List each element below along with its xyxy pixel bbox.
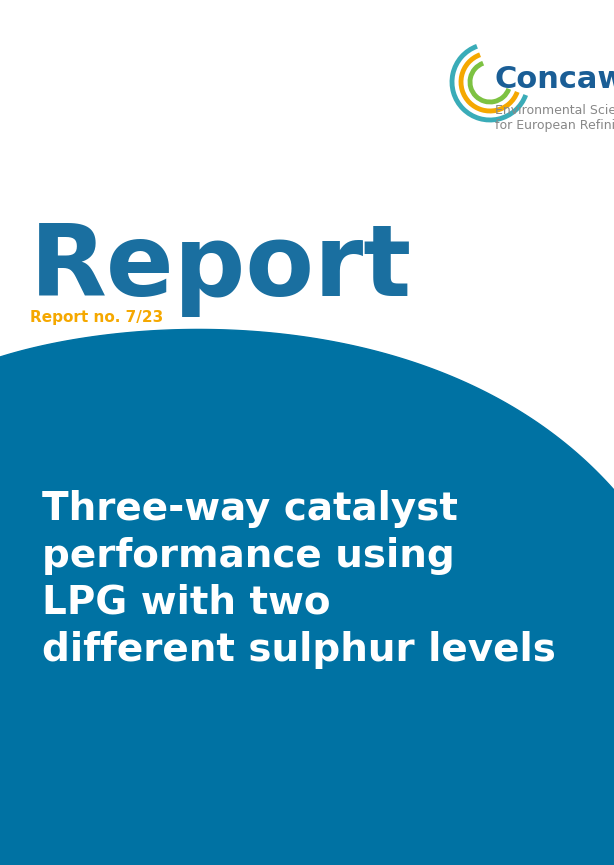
Text: Report no. 7/23: Report no. 7/23 <box>30 310 163 325</box>
Text: Concawe: Concawe <box>495 66 614 94</box>
Text: Three-way catalyst
performance using
LPG with two
different sulphur levels: Three-way catalyst performance using LPG… <box>42 490 556 669</box>
Text: Report: Report <box>30 220 412 317</box>
Text: Environmental Science
for European Refining: Environmental Science for European Refin… <box>495 104 614 132</box>
Polygon shape <box>0 330 614 865</box>
